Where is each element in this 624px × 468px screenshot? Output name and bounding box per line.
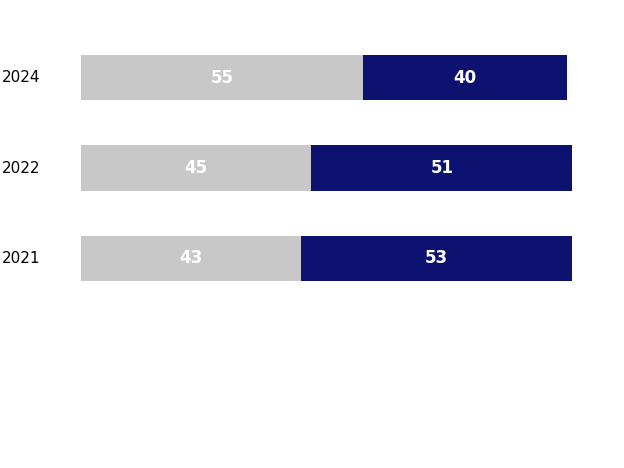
Text: 40: 40 (453, 69, 477, 87)
Text: 2021: 2021 (2, 251, 40, 266)
Bar (363, 55, 567, 100)
Bar (81, 236, 301, 281)
Bar (311, 146, 572, 190)
Text: 2024: 2024 (2, 70, 40, 85)
Bar (81, 146, 311, 190)
Text: 51: 51 (431, 159, 454, 177)
Text: 45: 45 (185, 159, 208, 177)
Text: 43: 43 (180, 249, 203, 268)
Text: 55: 55 (210, 69, 233, 87)
Bar (301, 236, 572, 281)
Text: 53: 53 (425, 249, 448, 268)
Text: 2022: 2022 (2, 161, 40, 176)
Bar (81, 55, 363, 100)
